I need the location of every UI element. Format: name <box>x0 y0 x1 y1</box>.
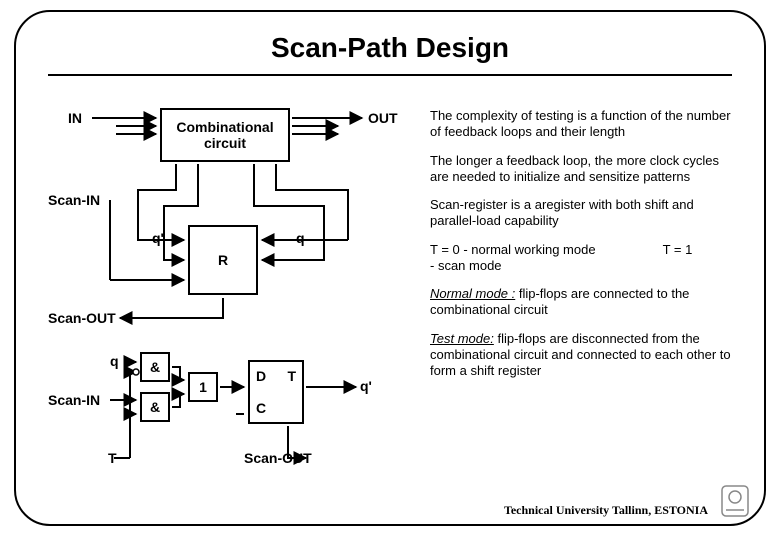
footer-text: Technical University Tallinn, ESTONIA <box>504 503 708 518</box>
para-4: T = 0 - normal working mode T = 1 - scan… <box>430 242 738 275</box>
para-3: Scan-register is a aregister with both s… <box>430 197 738 230</box>
title-underline <box>48 74 732 76</box>
diagram-wires <box>48 100 418 500</box>
para-2: The longer a feedback loop, the more clo… <box>430 153 738 186</box>
para-5: Normal mode : flip-flops are connected t… <box>430 286 738 319</box>
para-6: Test mode: flip-flops are disconnected f… <box>430 331 738 380</box>
university-logo <box>720 482 750 520</box>
para-1: The complexity of testing is a function … <box>430 108 738 141</box>
diagram-area: IN OUT Scan-IN q' q Scan-OUT Combination… <box>48 100 418 500</box>
text-column: The complexity of testing is a function … <box>430 108 738 391</box>
slide-title: Scan-Path Design <box>0 32 780 64</box>
